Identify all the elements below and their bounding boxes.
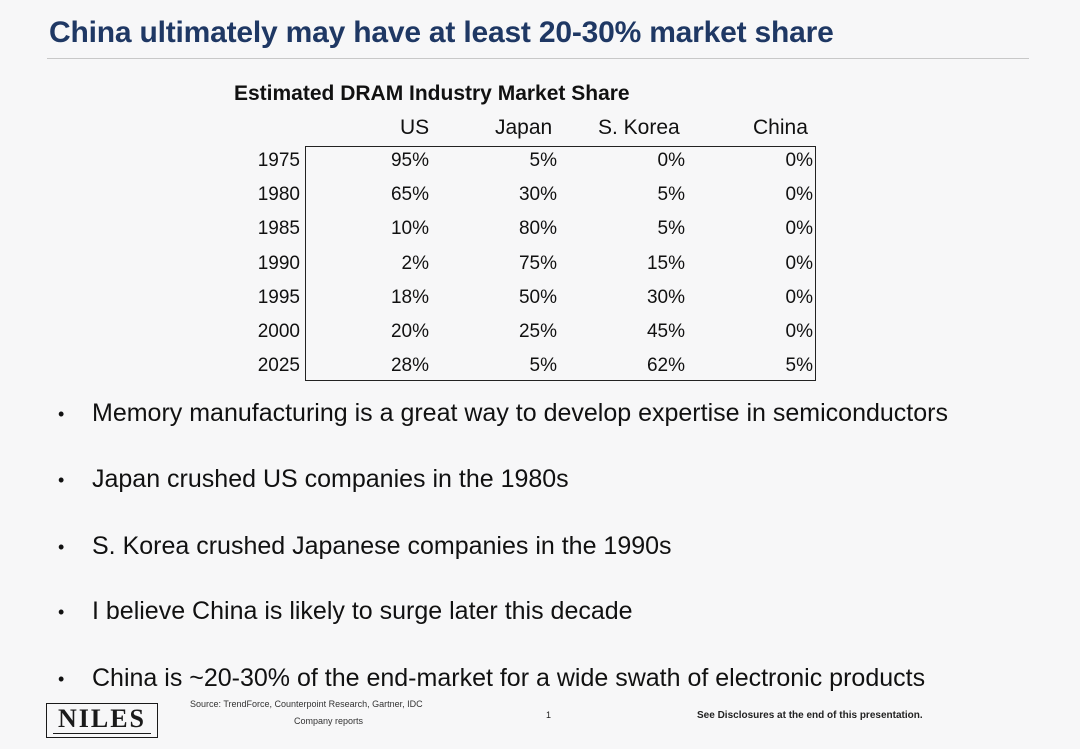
source-note-line2: Company reports xyxy=(294,716,364,726)
year-cell: 1995 xyxy=(257,287,300,308)
table-row: 1980 65% 30% 5% 0% xyxy=(0,184,1080,218)
japan-cell: 25% xyxy=(518,321,557,342)
bullet-text: I believe China is likely to surge later… xyxy=(92,597,633,625)
korea-cell: 62% xyxy=(646,355,685,376)
disclosure-note: See Disclosures at the end of this prese… xyxy=(697,710,923,721)
year-cell: 1990 xyxy=(257,253,300,274)
col-header-korea: S. Korea xyxy=(598,116,680,139)
us-cell: 20% xyxy=(390,321,429,342)
us-cell: 95% xyxy=(390,150,429,171)
china-cell: 0% xyxy=(785,184,813,205)
table-row: 1985 10% 80% 5% 0% xyxy=(0,218,1080,252)
china-cell: 0% xyxy=(785,218,813,239)
us-cell: 10% xyxy=(390,218,429,239)
list-item: • S. Korea crushed Japanese companies in … xyxy=(58,532,672,561)
us-cell: 18% xyxy=(390,287,429,308)
korea-cell: 30% xyxy=(646,287,685,308)
slide-title: China ultimately may have at least 20-30… xyxy=(49,16,834,49)
bullet-text: Japan crushed US companies in the 1980s xyxy=(92,465,569,493)
china-cell: 0% xyxy=(785,253,813,274)
list-item: • Japan crushed US companies in the 1980s xyxy=(58,465,569,494)
bullet-text: S. Korea crushed Japanese companies in t… xyxy=(92,532,672,560)
page-number: 1 xyxy=(546,710,552,720)
bullet-text: Memory manufacturing is a great way to d… xyxy=(92,399,948,427)
list-item: • China is ~20-30% of the end-market for … xyxy=(58,664,925,693)
table-row: 1995 18% 50% 30% 0% xyxy=(0,287,1080,321)
source-note: Source: TrendForce, Counterpoint Researc… xyxy=(190,699,423,709)
bullet-marker: • xyxy=(58,536,65,557)
year-cell: 1975 xyxy=(257,150,300,171)
title-divider xyxy=(47,58,1029,59)
table-row: 1990 2% 75% 15% 0% xyxy=(0,253,1080,287)
bullet-text: China is ~20-30% of the end-market for a… xyxy=(92,664,926,692)
table-border xyxy=(305,146,816,381)
us-cell: 65% xyxy=(390,184,429,205)
china-cell: 0% xyxy=(785,150,813,171)
year-cell: 2025 xyxy=(257,355,300,376)
table-caption: Estimated DRAM Industry Market Share xyxy=(234,82,630,105)
japan-cell: 75% xyxy=(518,253,557,274)
table-row: 1975 95% 5% 0% 0% xyxy=(0,150,1080,184)
japan-cell: 30% xyxy=(518,184,557,205)
col-header-japan: Japan xyxy=(495,116,553,139)
list-item: • I believe China is likely to surge late… xyxy=(58,597,633,626)
bullet-marker: • xyxy=(58,469,65,490)
year-cell: 2000 xyxy=(257,321,300,342)
us-cell: 2% xyxy=(401,253,429,274)
japan-cell: 5% xyxy=(529,150,557,171)
korea-cell: 15% xyxy=(646,253,685,274)
logo-text: NILES xyxy=(57,704,147,733)
bullet-marker: • xyxy=(58,601,65,622)
year-cell: 1980 xyxy=(257,184,300,205)
china-cell: 5% xyxy=(785,355,813,376)
niles-logo: NILES xyxy=(46,703,158,738)
japan-cell: 80% xyxy=(518,218,557,239)
japan-cell: 50% xyxy=(518,287,557,308)
table-row: 2000 20% 25% 45% 0% xyxy=(0,321,1080,355)
us-cell: 28% xyxy=(390,355,429,376)
korea-cell: 5% xyxy=(657,218,685,239)
china-cell: 0% xyxy=(785,287,813,308)
year-cell: 1985 xyxy=(257,218,300,239)
japan-cell: 5% xyxy=(529,355,557,376)
korea-cell: 45% xyxy=(646,321,685,342)
table-row: 2025 28% 5% 62% 5% xyxy=(0,355,1080,389)
korea-cell: 0% xyxy=(657,150,685,171)
korea-cell: 5% xyxy=(657,184,685,205)
col-header-china: China xyxy=(753,116,808,139)
col-header-us: US xyxy=(400,116,430,139)
list-item: • Memory manufacturing is a great way to … xyxy=(58,399,948,428)
bullet-marker: • xyxy=(58,668,65,689)
china-cell: 0% xyxy=(785,321,813,342)
bullet-marker: • xyxy=(58,403,65,424)
logo-underline xyxy=(53,733,151,734)
